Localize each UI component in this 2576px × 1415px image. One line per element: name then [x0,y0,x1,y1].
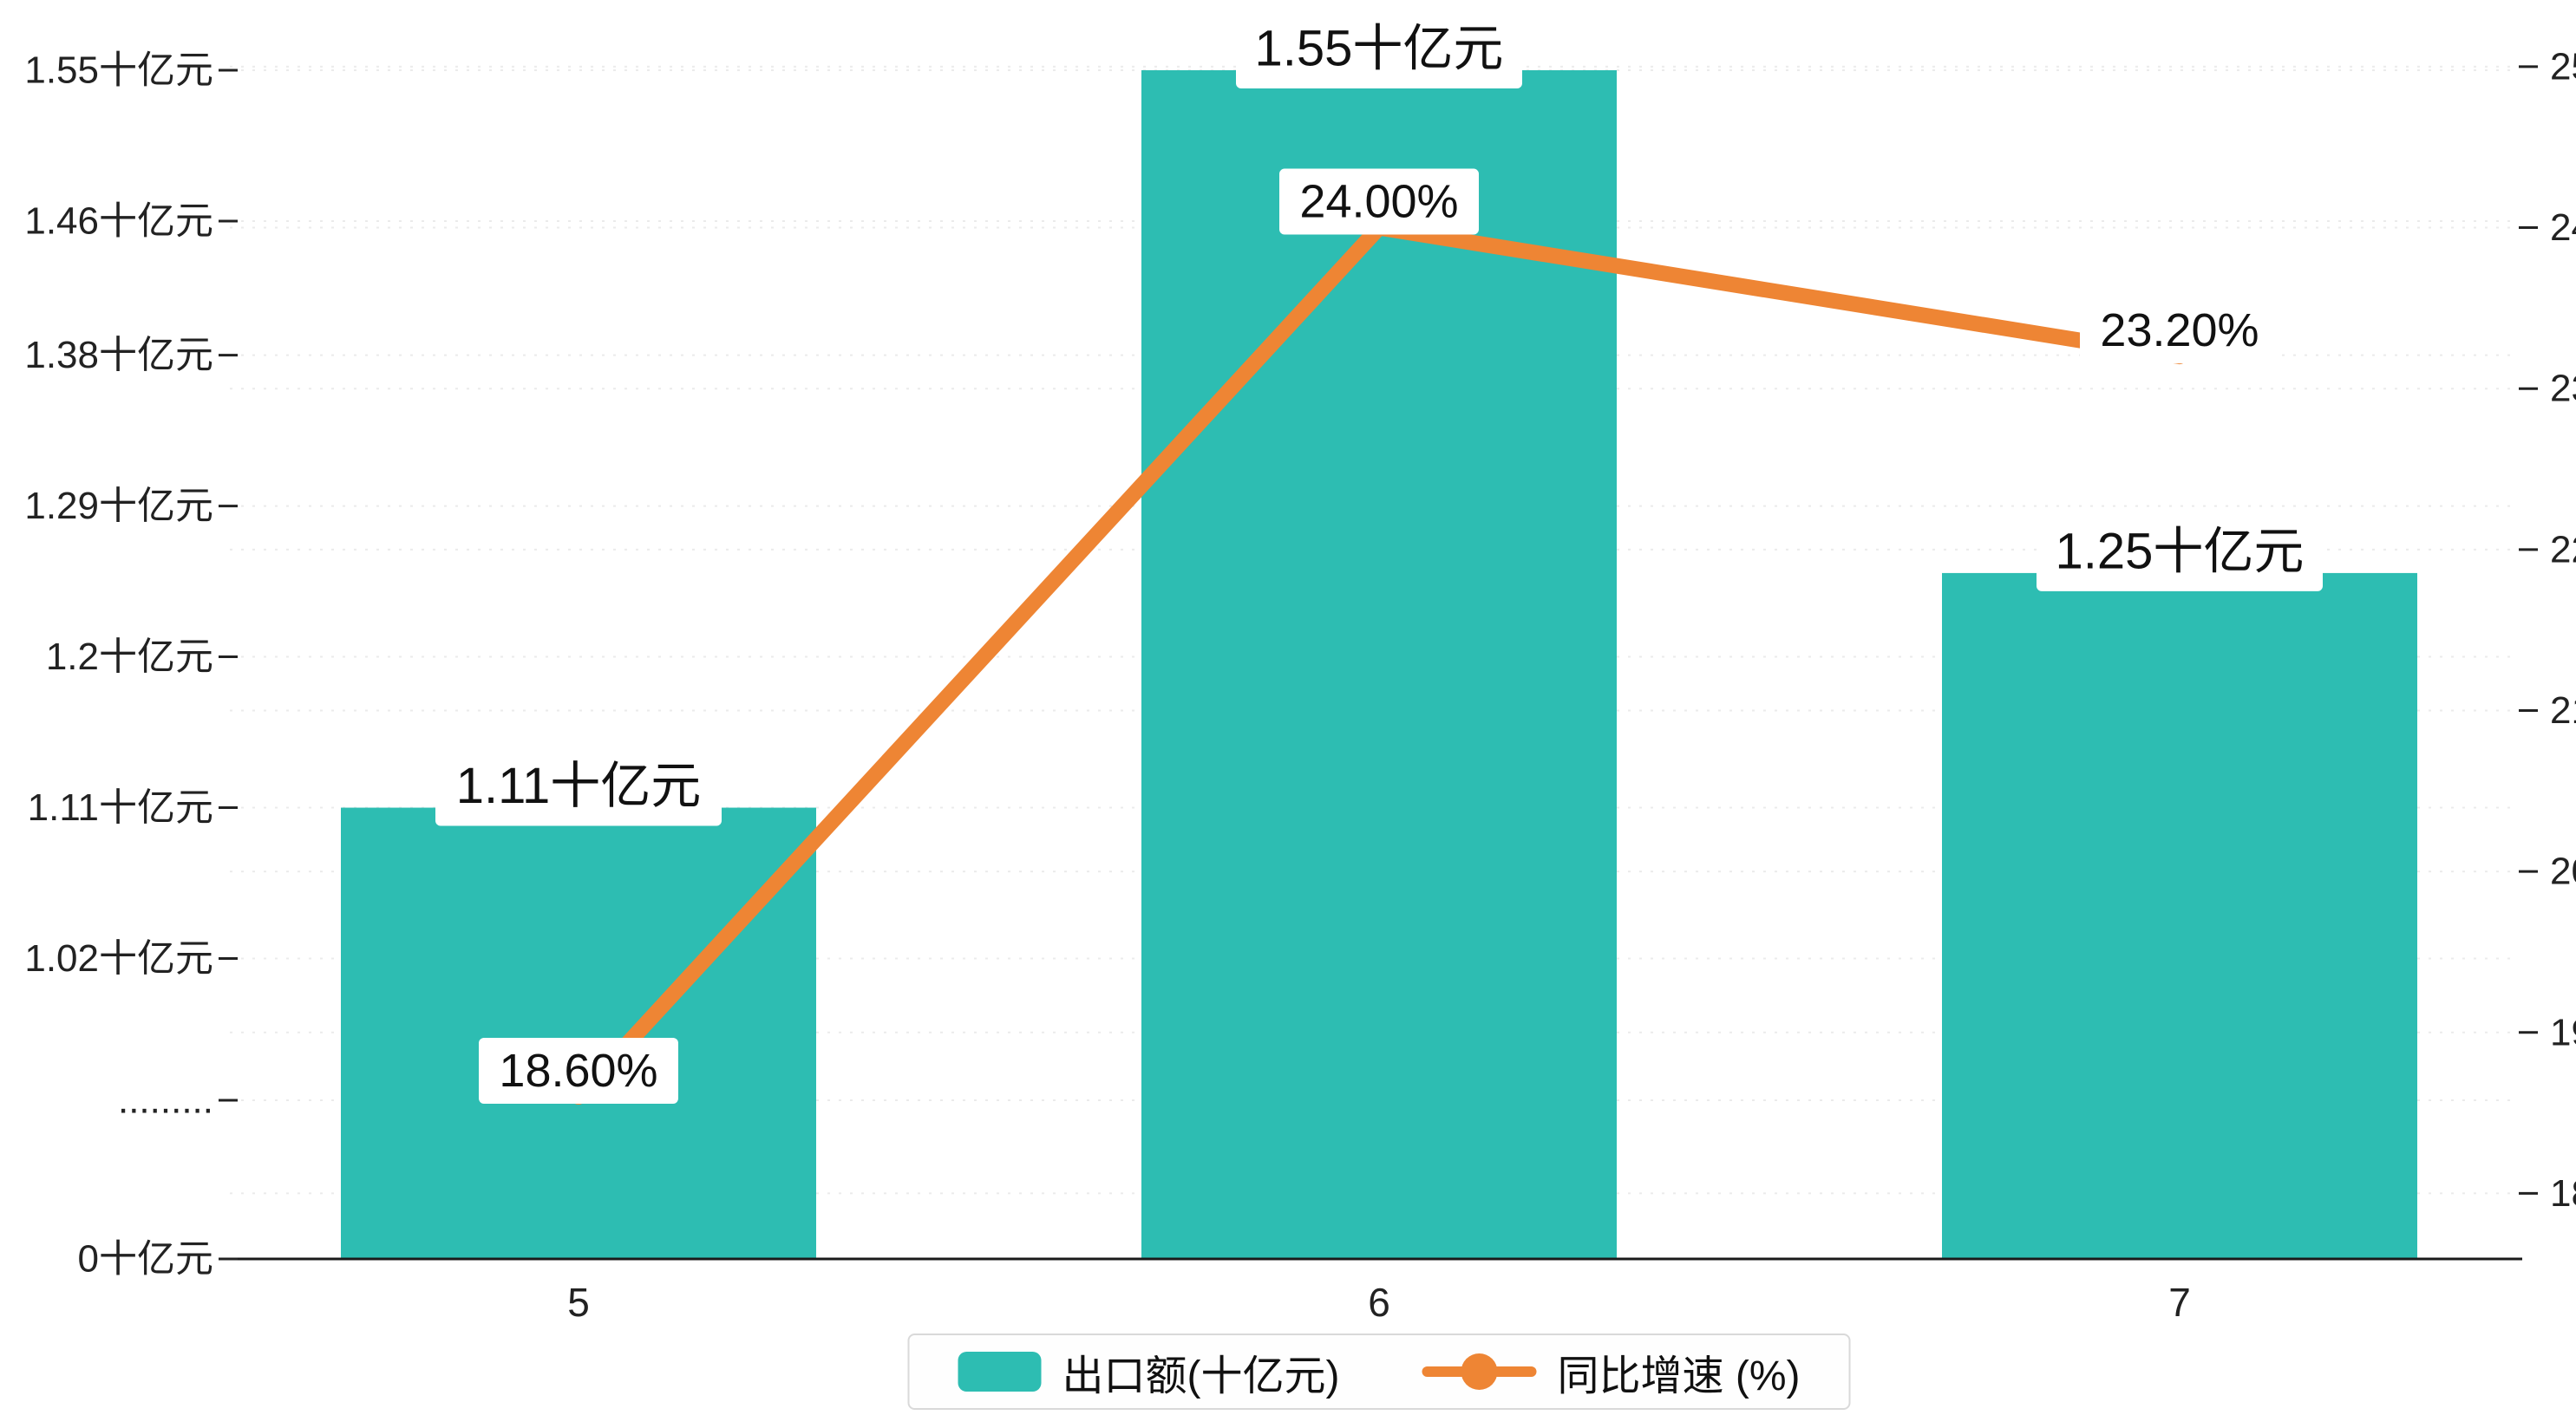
line-swatch-icon [1422,1353,1537,1390]
svg-text:20: 20 [2550,851,2576,893]
svg-text:18.60%: 18.60% [499,1045,657,1097]
svg-text:1.2十亿元: 1.2十亿元 [46,636,213,678]
legend: 出口额(十亿元) 同比增速 (%) [907,1333,1851,1410]
line-point-labels: 18.60% 24.00% 23.20% [479,168,2279,1105]
left-axis: 0十亿元......... 1.02十亿元 1.11十亿元 1.2十亿元 1.29十亿元… [24,49,238,1281]
bar-swatch-icon [958,1352,1042,1392]
svg-text:1.25十亿元: 1.25十亿元 [2056,523,2305,579]
svg-text:1.38十亿元: 1.38十亿元 [24,334,213,376]
svg-text:1.29十亿元: 1.29十亿元 [24,485,213,527]
bar-month-7[interactable] [1942,572,2417,1259]
line-point-label: 18.60% [479,1038,678,1105]
svg-text:6: 6 [1368,1280,1390,1325]
svg-text:1.11十亿元: 1.11十亿元 [28,786,213,829]
svg-text:1.46十亿元: 1.46十亿元 [24,199,213,242]
bar-series [341,70,2417,1259]
svg-text:24.00%: 24.00% [1299,176,1458,228]
legend-item-export-value[interactable]: 出口额(十亿元) [958,1341,1340,1402]
line-point-label: 24.00% [1279,168,1479,235]
svg-text:1.55十亿元: 1.55十亿元 [1255,21,1504,77]
svg-text:1.55十亿元: 1.55十亿元 [24,49,213,92]
svg-text:.........: ......... [118,1079,213,1122]
svg-text:23: 23 [2550,368,2576,410]
line-dot-icon [1461,1353,1498,1390]
svg-text:25: 25 [2550,45,2576,88]
bar-month-6[interactable] [1141,70,1617,1259]
svg-text:1.02十亿元: 1.02十亿元 [24,937,213,980]
svg-text:19: 19 [2550,1011,2576,1053]
bar-value-label: 1.25十亿元 [2037,511,2323,591]
svg-text:24: 24 [2550,206,2576,249]
x-axis: 5 6 7 [223,1257,2522,1325]
svg-text:5: 5 [567,1280,590,1325]
bar-value-label: 1.55十亿元 [1236,9,1522,89]
svg-text:23.20%: 23.20% [2100,304,2259,356]
svg-text:18: 18 [2550,1172,2576,1215]
svg-text:21: 21 [2550,689,2576,732]
legend-label-growth: 同比增速 (%) [1557,1353,1801,1399]
right-axis: 18 19 20 21 22 23 24 25 [2519,45,2576,1215]
legend-label-export: 出口额(十亿元) [1062,1353,1340,1399]
svg-text:7: 7 [2168,1280,2191,1325]
legend-item-growth-rate[interactable]: 同比增速 (%) [1422,1341,1800,1402]
bar-value-labels: 1.11十亿元 1.55十亿元 1.25十亿元 [435,9,2323,826]
line-point-label: 23.20% [2080,297,2279,364]
bar-month-5[interactable] [341,807,816,1259]
svg-text:1.11十亿元: 1.11十亿元 [456,758,702,814]
svg-text:22: 22 [2550,528,2576,571]
bar-value-label: 1.11十亿元 [435,746,722,826]
svg-text:0十亿元: 0十亿元 [78,1238,213,1281]
